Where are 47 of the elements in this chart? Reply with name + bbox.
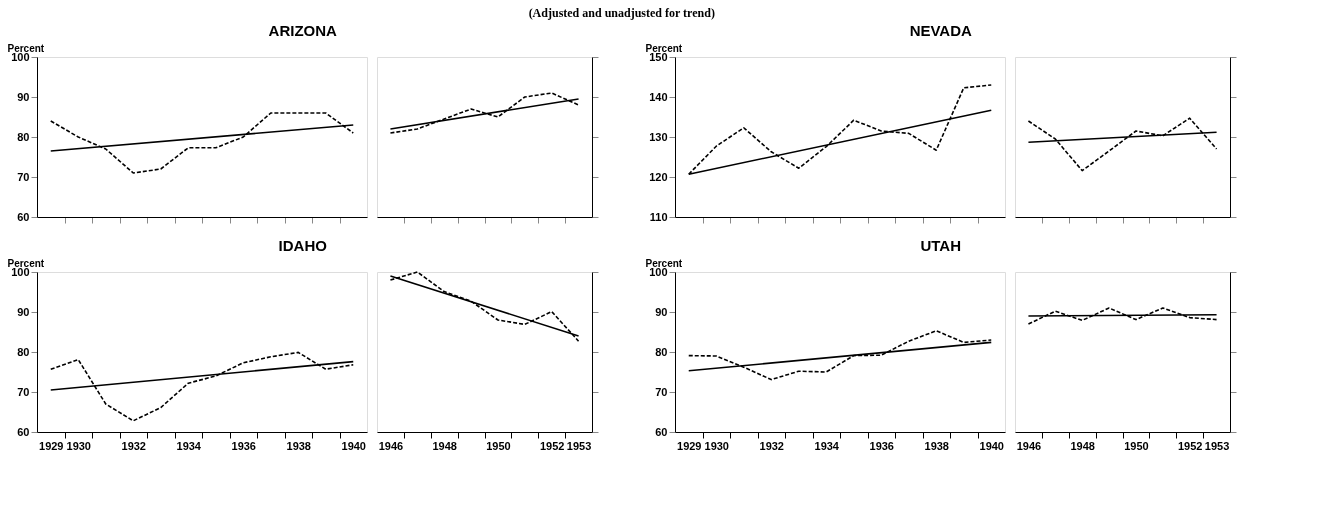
x-tick-label: 1930	[66, 439, 91, 452]
line-series	[49, 112, 355, 174]
x-tick-label: 1934	[814, 439, 840, 452]
y-tick-label: 120	[649, 170, 668, 183]
x-tick-label: 1946	[1016, 439, 1042, 452]
x-tick-label: 1948	[1070, 439, 1095, 452]
x-tick-label: 1953	[1204, 439, 1230, 452]
y-tick-label: 80	[17, 345, 30, 358]
y-tick-label: 60	[17, 210, 30, 223]
y-tick-label: 130	[649, 130, 668, 143]
x-tick-label: 1940	[341, 439, 366, 452]
y-tick-label: 110	[649, 210, 668, 223]
line-series	[49, 351, 355, 422]
x-tick-label: 1936	[231, 439, 256, 452]
x-tick-label: 1932	[121, 439, 146, 452]
x-tick-label: 1952	[1177, 439, 1203, 452]
chart-title: UTAH	[920, 236, 962, 254]
y-tick-label: 60	[17, 425, 30, 438]
y-tick-label: 90	[655, 305, 668, 318]
x-tick-label: 1953	[566, 439, 592, 452]
y-tick-label: 90	[17, 305, 30, 318]
y-tick-label: 70	[655, 385, 668, 398]
x-tick-label: 1938	[286, 439, 311, 452]
x-tick-label: 1938	[924, 439, 949, 452]
x-tick-label: 1936	[869, 439, 894, 452]
y-tick-label: 140	[649, 90, 668, 103]
x-tick-label: 1930	[704, 439, 729, 452]
text: (Adjusted and unadjusted for trend)	[528, 5, 715, 20]
x-tick-label: 1940	[979, 439, 1004, 452]
chart-title: NEVADA	[909, 21, 973, 39]
y-tick-label: 80	[17, 130, 30, 143]
x-tick-label: 1950	[486, 439, 511, 452]
chart-title: IDAHO	[278, 236, 328, 254]
x-tick-label: 1948	[432, 439, 457, 452]
y-tick-label: 70	[17, 170, 30, 183]
x-tick-label: 1932	[759, 439, 784, 452]
x-tick-label: 1952	[539, 439, 565, 452]
x-tick-label: 1950	[1124, 439, 1149, 452]
y-tick-label: 60	[655, 425, 668, 438]
y-tick-label: 80	[655, 345, 668, 358]
x-tick-label: 1929	[39, 439, 64, 452]
x-tick-label: 1934	[176, 439, 202, 452]
chart-title: ARIZONA	[268, 21, 338, 39]
y-tick-label: 90	[17, 90, 30, 103]
x-tick-label: 1929	[677, 439, 702, 452]
y-tick-label: 70	[17, 385, 30, 398]
x-tick-label: 1946	[378, 439, 404, 452]
